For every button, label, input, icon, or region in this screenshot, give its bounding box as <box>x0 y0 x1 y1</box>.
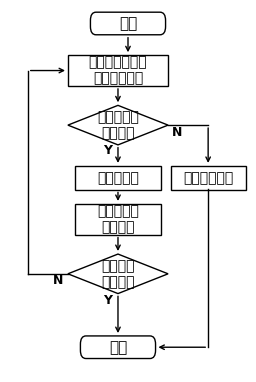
Text: Y: Y <box>103 144 112 157</box>
Text: 结束: 结束 <box>109 340 127 355</box>
Text: 生成存储
完成标志: 生成存储 完成标志 <box>101 259 135 289</box>
Text: N: N <box>172 126 182 139</box>
Bar <box>170 166 246 190</box>
Text: 建立类对象: 建立类对象 <box>97 171 139 185</box>
Text: 反馈错误信息: 反馈错误信息 <box>183 171 233 185</box>
Bar <box>76 166 161 190</box>
Polygon shape <box>68 254 168 294</box>
Text: 类对象成员
变量赋値: 类对象成员 变量赋値 <box>97 204 139 234</box>
Text: 存在该实体
对应的类: 存在该实体 对应的类 <box>97 110 139 140</box>
FancyBboxPatch shape <box>80 336 156 359</box>
FancyBboxPatch shape <box>90 12 166 35</box>
Bar <box>68 55 168 86</box>
Text: Y: Y <box>103 294 112 307</box>
Bar <box>76 204 161 235</box>
Text: 开始: 开始 <box>119 16 137 31</box>
Text: 从程序结构体组
中提取结构体: 从程序结构体组 中提取结构体 <box>89 55 147 86</box>
Text: N: N <box>53 274 63 287</box>
Polygon shape <box>68 105 168 145</box>
